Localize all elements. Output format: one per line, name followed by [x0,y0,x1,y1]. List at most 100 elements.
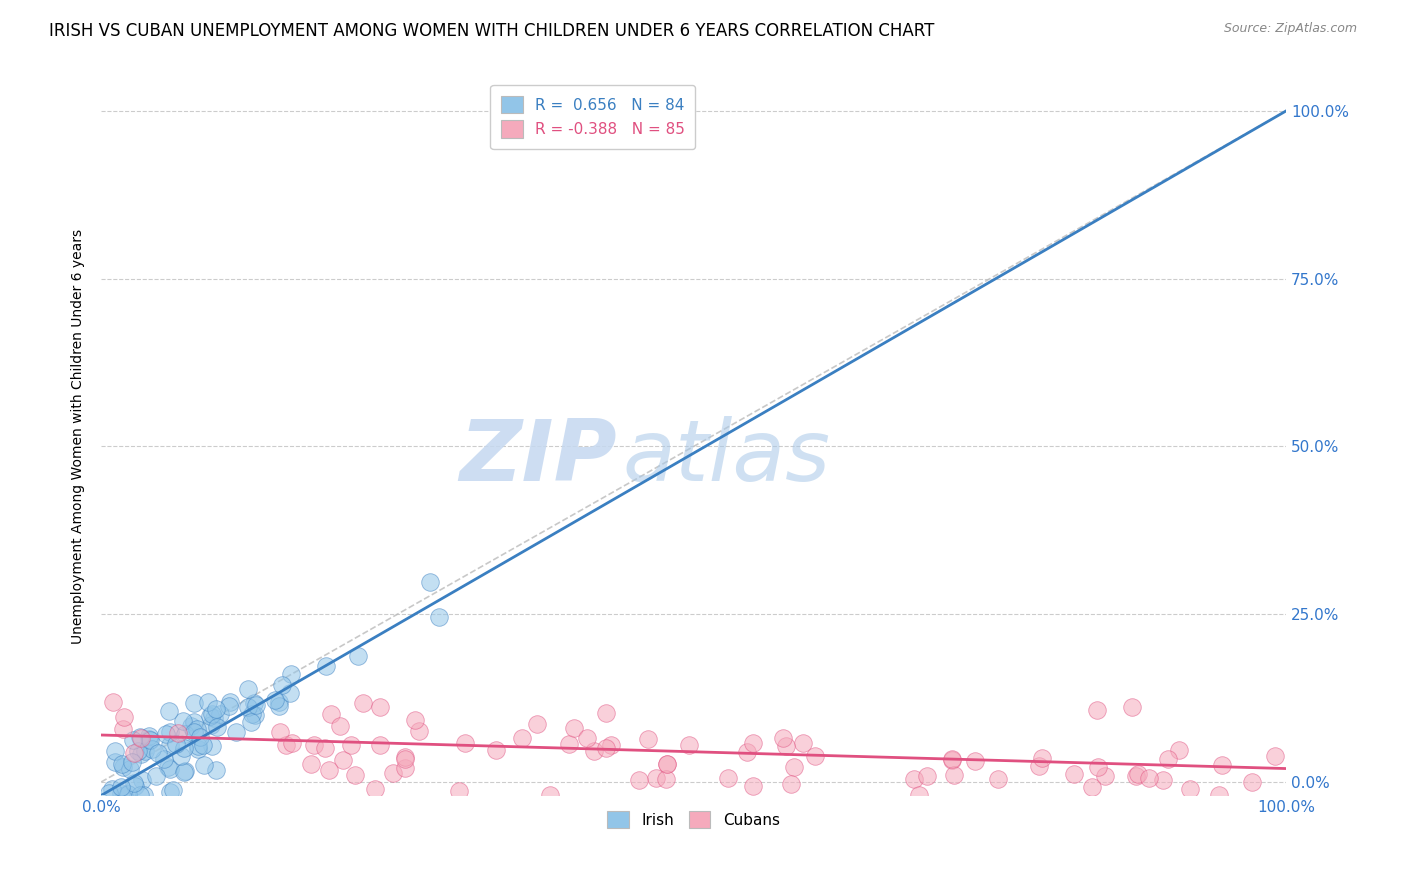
Point [941,753,963,767]
Point [157,759,180,773]
Point [655,772,678,787]
Point [129,731,152,745]
Point [166,725,188,739]
Point [281,736,304,750]
Point [1152,773,1174,788]
Point [735,745,758,759]
Point [1180,782,1202,797]
Point [1087,703,1109,717]
Point [1167,743,1189,757]
Point [159,762,181,776]
Point [208,707,231,722]
Point [243,696,266,710]
Point [655,757,678,772]
Point [240,714,263,729]
Point [183,725,205,739]
Point [404,714,426,728]
Point [205,720,228,734]
Point [429,610,451,624]
Point [183,715,205,730]
Point [302,738,325,752]
Point [173,741,195,756]
Point [129,747,152,762]
Point [141,742,163,756]
Point [101,695,124,709]
Point [139,732,162,747]
Point [112,760,135,774]
Point [193,758,215,772]
Point [219,695,242,709]
Point [595,706,617,721]
Point [174,764,197,779]
Point [381,766,404,780]
Point [352,696,374,710]
Point [240,706,263,721]
Point [485,743,508,757]
Point [157,704,180,718]
Point [741,779,763,793]
Point [180,719,202,733]
Point [941,752,963,766]
Point [1087,760,1109,774]
Point [657,757,679,772]
Point [127,744,149,758]
Point [122,776,145,790]
Point [138,729,160,743]
Point [394,761,416,775]
Point [245,698,267,712]
Point [155,726,177,740]
Point [236,699,259,714]
Point [112,723,135,737]
Y-axis label: Unemployment Among Women with Children Under 6 years: Unemployment Among Women with Children U… [72,229,86,644]
Point [201,739,224,753]
Point [599,738,621,752]
Point [202,711,225,725]
Point [1137,771,1160,785]
Point [153,752,176,766]
Point [145,769,167,783]
Point [394,752,416,766]
Point [1241,775,1264,789]
Point [582,744,605,758]
Point [122,732,145,747]
Point [347,649,370,664]
Point [1094,769,1116,783]
Point [1063,767,1085,781]
Point [332,753,354,767]
Point [197,695,219,709]
Point [112,788,135,802]
Point [595,740,617,755]
Point [364,782,387,797]
Point [772,731,794,746]
Point [269,725,291,739]
Point [98,786,121,800]
Point [110,780,132,794]
Point [183,696,205,710]
Point [318,764,340,778]
Point [1264,748,1286,763]
Point [678,739,700,753]
Point [264,692,287,706]
Point [368,700,391,714]
Point [538,789,561,803]
Point [134,744,156,758]
Point [187,739,209,753]
Point [173,764,195,779]
Point [201,706,224,721]
Point [637,731,659,746]
Point [117,787,139,801]
Point [173,727,195,741]
Point [1081,780,1104,794]
Point [717,771,740,785]
Point [343,768,366,782]
Point [645,771,668,785]
Point [1126,767,1149,781]
Point [558,737,581,751]
Point [943,768,966,782]
Point [165,737,187,751]
Point [1211,758,1233,772]
Point [124,780,146,794]
Point [274,739,297,753]
Point [159,738,181,752]
Point [299,756,322,771]
